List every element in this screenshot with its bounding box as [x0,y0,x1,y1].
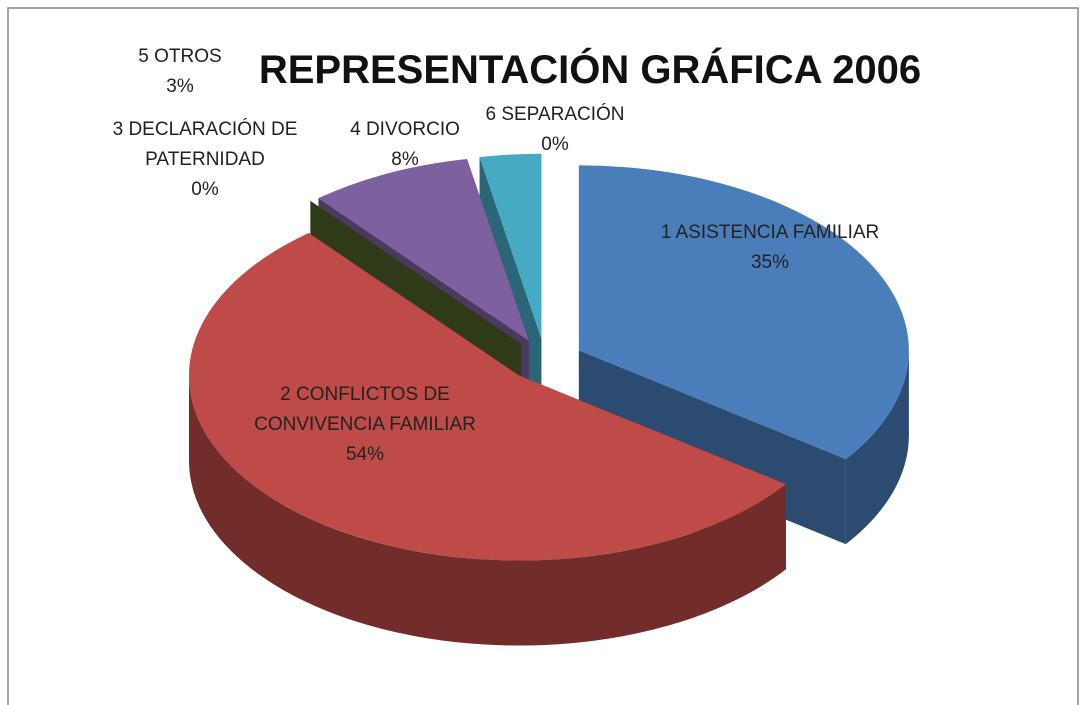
category-label: 1 ASISTENCIA FAMILIAR [660,222,880,243]
category-label: 2 CONFLICTOS DE CONVIVENCIA FAMILIAR [254,384,476,435]
frame [7,7,1079,705]
slice [318,159,529,341]
slice-wall [845,350,909,545]
slice-wall [188,375,786,646]
slice [310,201,521,344]
chart-title: REPRESENTACIÓN GRÁFICA 2006 [258,48,922,92]
data-label: 1 ASISTENCIA FAMILIAR 35% [660,218,880,278]
category-label: 4 DIVORCIO [350,119,460,140]
category-label: 3 DECLARACIÓN DE PATERNIDAD [112,119,298,170]
slice-wall-shade [845,350,909,545]
category-label: 5 OTROS [138,46,222,67]
slice [188,232,786,561]
slice-wall-shade [188,375,786,646]
value-label: 35% [750,252,790,273]
data-label: 4 DIVORCIO 8% [295,115,515,175]
data-label: 6 SEPARACIÓN 0% [445,100,665,160]
value-label: 8% [391,149,419,170]
slice [479,153,542,339]
value-label: 0% [191,179,219,200]
value-label: 3% [166,76,194,97]
data-label: 5 OTROS 3% [70,42,290,102]
value-label: 0% [541,134,569,155]
value-label: 54% [345,444,385,465]
data-label: 2 CONFLICTOS DE CONVIVENCIA FAMILIAR 54% [245,380,485,470]
slice [578,165,909,460]
data-label: 3 DECLARACIÓN DE PATERNIDAD 0% [95,115,315,205]
category-label: 6 SEPARACIÓN [485,104,625,125]
